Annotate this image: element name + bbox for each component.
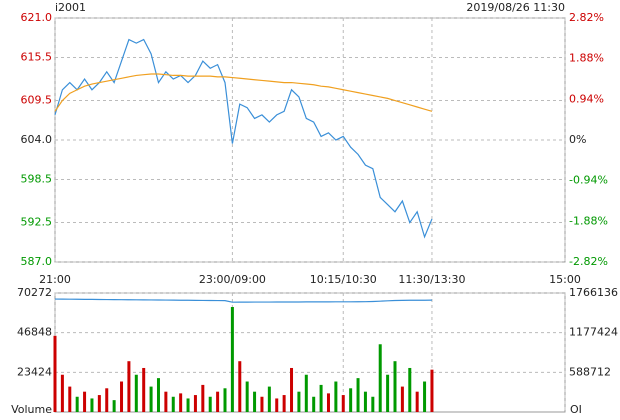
volume-bar (112, 400, 116, 412)
volume-bar (149, 386, 153, 412)
volume-bar (245, 381, 249, 412)
volume-bar (208, 396, 212, 412)
volume-bar (105, 388, 109, 412)
y2-tick-label: 0% (569, 133, 586, 146)
volume-bar (53, 335, 57, 412)
volume-bar (193, 395, 197, 412)
volume-bar (238, 361, 242, 412)
volume-bar (68, 386, 72, 412)
volume-tick-label: 46848 (17, 326, 52, 339)
y-tick-label: 621.0 (21, 11, 53, 24)
volume-bar (83, 391, 87, 412)
volume-bar (90, 398, 94, 412)
volume-bar (326, 393, 330, 412)
y-tick-label: 609.5 (21, 94, 53, 107)
volume-bar (134, 374, 138, 412)
x-tick-label: 23:00/09:00 (199, 273, 266, 286)
x-tick-label: 10:15/10:30 (310, 273, 377, 286)
oi-tick-label: 588712 (569, 365, 611, 378)
volume-bar (378, 344, 382, 412)
volume-bar (371, 396, 375, 412)
volume-bar (356, 378, 360, 412)
volume-bar (179, 393, 183, 412)
volume-bar (400, 386, 404, 412)
volume-bar (290, 367, 294, 412)
y-tick-label: 592.5 (21, 216, 53, 229)
y-tick-label: 587.0 (21, 255, 53, 268)
oi-line (54, 298, 432, 303)
volume-bar (201, 384, 205, 412)
x-tick-label: 15:00 (549, 273, 581, 286)
oi-label: OI (570, 403, 582, 416)
volume-tick-label: 70272 (17, 286, 52, 299)
volume-bar (223, 388, 227, 412)
x-tick-label: 21:00 (39, 273, 71, 286)
volume-bar (186, 398, 190, 412)
volume-bar (297, 391, 301, 412)
y-tick-label: 598.5 (21, 172, 53, 185)
y-tick-label: 615.5 (21, 50, 53, 63)
oi-tick-label: 1766136 (569, 286, 618, 299)
y2-tick-label: -0.94% (569, 174, 608, 187)
chart-subtitle: 2019/08/26 11:30 (466, 1, 565, 14)
volume-bar (349, 388, 353, 412)
volume-bar (319, 384, 323, 412)
y2-tick-label: -1.88% (569, 214, 608, 227)
volume-label: Volume (11, 403, 52, 416)
volume-bar (386, 374, 390, 412)
y2-tick-label: -2.82% (569, 255, 608, 268)
volume-bar (312, 396, 316, 412)
volume-bar (171, 396, 175, 412)
volume-bar (393, 361, 397, 412)
volume-bar (341, 395, 345, 412)
volume-tick-label: 23424 (17, 365, 52, 378)
y2-tick-label: 0.94% (569, 92, 604, 105)
volume-bar (142, 367, 146, 412)
volume-bar (260, 396, 264, 412)
x-tick-label: 11:30/13:30 (398, 273, 465, 286)
volume-bar (415, 391, 419, 412)
volume-bar (230, 307, 234, 412)
volume-bar (216, 391, 220, 412)
volume-bar (304, 374, 308, 412)
volume-bar (430, 369, 434, 412)
volume-bar (156, 378, 160, 412)
volume-bar (363, 391, 367, 412)
volume-bar (60, 374, 64, 412)
volume-bar (267, 386, 271, 412)
y2-tick-label: 2.82% (569, 11, 604, 24)
volume-bar (334, 381, 338, 412)
volume-bar (127, 361, 131, 412)
volume-bar (97, 395, 101, 412)
volume-bar (120, 381, 124, 412)
chart-title: i2001 (55, 1, 86, 14)
volume-bar (75, 396, 79, 412)
price-line (54, 73, 433, 112)
oi-tick-label: 1177424 (569, 326, 618, 339)
volume-bar (408, 367, 412, 412)
volume-bar (253, 391, 257, 412)
volume-bar (275, 398, 279, 412)
y2-tick-label: 1.88% (569, 52, 604, 65)
volume-bar (423, 381, 427, 412)
volume-bar (164, 391, 168, 412)
y-tick-label: 604.0 (21, 133, 53, 146)
volume-bar (282, 395, 286, 412)
volume-panel (54, 292, 566, 413)
price-line (54, 38, 433, 239)
